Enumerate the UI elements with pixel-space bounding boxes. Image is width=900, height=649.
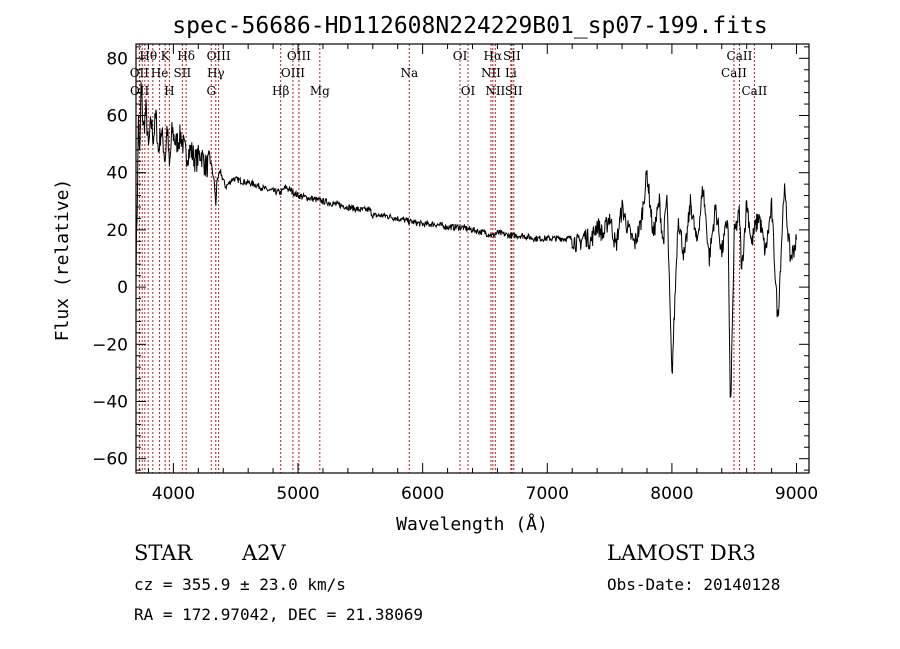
marker-label: SII [505,84,523,98]
marker-label: SII [503,49,521,63]
chart-title: spec-56686-HD112608N224229B01_sp07-199.f… [172,13,767,39]
coordinates: RA = 172.97042, DEC = 21.38069 [134,605,423,624]
marker-label: He [151,66,169,80]
y-tick-label: 80 [106,49,128,69]
x-tick-label: 9000 [775,484,818,504]
emission-line-markers [138,44,755,473]
x-tick-label: 4000 [152,484,195,504]
y-axis-label: Flux (relative) [52,179,73,342]
marker-label: Hδ [177,49,195,63]
marker-label: SII [174,66,192,80]
marker-label: NII [481,66,501,80]
marker-label: OII [130,84,150,98]
x-tick-label: 7000 [526,484,569,504]
marker-label: Hγ [207,66,225,80]
y-axis: −60 −40 −20 0 20 40 60 80 [92,46,809,471]
observation-date: Obs-Date: 20140128 [607,575,780,594]
marker-label: OI [461,84,476,98]
marker-label: K [161,49,171,63]
marker-label: OI [453,49,468,63]
y-tick-label: −60 [92,450,128,470]
marker-label: Na [400,66,418,80]
spectrum-line [135,82,797,398]
y-tick-label: −20 [92,335,128,355]
object-class: STAR [134,541,193,565]
y-tick-label: 60 [106,107,128,127]
marker-label: NII [485,84,505,98]
redshift-velocity: cz = 355.9 ± 23.0 km/s [134,575,346,594]
marker-label: OII [130,66,150,80]
y-tick-label: −40 [92,393,128,413]
marker-label: Hβ [272,84,289,98]
marker-label: H [164,84,174,98]
x-tick-label: 6000 [401,484,444,504]
marker-label: Hα [484,49,503,63]
marker-label: Li [505,66,517,80]
marker-label: G [206,84,216,98]
marker-label: Mg [310,84,330,98]
x-axis-label: Wavelength (Å) [396,513,548,535]
marker-label: Hθ [139,49,157,63]
marker-label: OIII [287,49,311,63]
object-subclass: A2V [241,541,287,565]
marker-label: OIII [207,49,231,63]
marker-label: CaII [741,84,767,98]
survey-name: LAMOST DR3 [607,541,756,565]
marker-label: CaII [721,66,747,80]
y-tick-label: 20 [106,221,128,241]
x-tick-label: 8000 [650,484,693,504]
marker-label: OIII [281,66,305,80]
marker-label: CaII [727,49,753,63]
x-tick-label: 5000 [276,484,319,504]
y-tick-label: 40 [106,164,128,184]
plot-frame [135,43,810,474]
y-tick-label: 0 [117,278,128,298]
x-axis: 4000 5000 6000 7000 8000 9000 [147,44,818,504]
